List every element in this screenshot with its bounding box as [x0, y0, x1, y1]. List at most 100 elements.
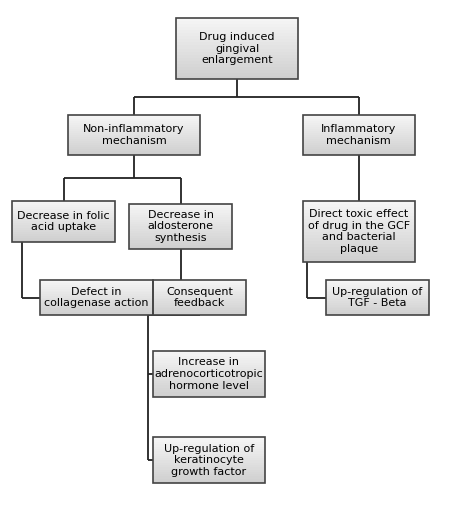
Bar [12, 232, 115, 233]
Bar [12, 215, 115, 217]
Bar [12, 211, 115, 213]
Bar [153, 314, 246, 316]
Bar [176, 54, 298, 58]
Bar [302, 247, 415, 250]
Bar [153, 465, 265, 467]
Bar [153, 376, 265, 378]
Bar [129, 231, 232, 233]
Bar [12, 219, 115, 222]
Bar [12, 240, 115, 242]
Bar [129, 222, 232, 224]
Bar [153, 290, 246, 292]
Bar [302, 139, 415, 141]
Bar [153, 305, 246, 306]
Bar [12, 226, 115, 228]
Bar [176, 76, 298, 79]
Bar [302, 237, 415, 241]
Bar [68, 135, 200, 137]
Bar [68, 123, 200, 125]
Bar [153, 472, 265, 474]
Bar [68, 125, 200, 127]
Bar [302, 129, 415, 131]
Bar [153, 301, 246, 303]
Bar [153, 365, 265, 367]
Bar [302, 256, 415, 259]
Bar [176, 36, 298, 40]
Bar [302, 226, 415, 229]
Bar [326, 300, 429, 301]
Bar [129, 233, 232, 235]
Bar [68, 139, 200, 141]
Bar [12, 230, 115, 232]
Text: Decrease in
aldosterone
synthesis: Decrease in aldosterone synthesis [148, 210, 214, 243]
Text: Consequent
feedback: Consequent feedback [166, 287, 233, 308]
Bar [40, 282, 153, 283]
Bar [176, 21, 298, 24]
Bar [68, 137, 200, 139]
Bar [40, 305, 153, 306]
Bar [153, 351, 265, 353]
Bar [12, 235, 115, 237]
Bar [176, 18, 298, 21]
Text: Decrease in folic
acid uptake: Decrease in folic acid uptake [18, 211, 110, 232]
Bar [153, 456, 265, 458]
Bar [68, 127, 200, 129]
Bar [302, 216, 415, 219]
Bar [153, 372, 265, 374]
Bar [302, 123, 415, 125]
Bar [12, 224, 115, 226]
Bar [40, 287, 153, 289]
Bar [302, 232, 415, 234]
Bar [12, 201, 115, 203]
Bar [68, 131, 200, 133]
Bar [176, 40, 298, 43]
Bar [153, 442, 265, 445]
Bar [326, 305, 429, 306]
Bar [40, 300, 153, 301]
Bar [40, 301, 153, 303]
Bar [129, 224, 232, 227]
Bar [302, 119, 415, 121]
Text: Up-regulation of
TGF - Beta: Up-regulation of TGF - Beta [332, 287, 423, 308]
Bar [153, 383, 265, 386]
Bar [302, 259, 415, 262]
Bar [40, 290, 153, 292]
Bar [68, 119, 200, 121]
Bar [153, 447, 265, 449]
Bar [40, 308, 153, 310]
Bar [68, 141, 200, 143]
Bar [129, 208, 232, 210]
Bar [129, 240, 232, 243]
Bar [68, 121, 200, 123]
Bar [326, 282, 429, 283]
Text: Non-inflammatory
mechanism: Non-inflammatory mechanism [83, 124, 185, 146]
Bar [40, 296, 153, 298]
Bar [153, 306, 246, 308]
Bar [68, 129, 200, 131]
Bar [153, 356, 265, 358]
Text: Up-regulation of
keratinocyte
growth factor: Up-regulation of keratinocyte growth fac… [164, 444, 254, 477]
Bar [326, 292, 429, 294]
Bar [153, 449, 265, 451]
Bar [302, 143, 415, 145]
Bar [176, 33, 298, 36]
Bar [153, 294, 246, 296]
Bar [326, 306, 429, 308]
Bar [326, 310, 429, 312]
Bar [153, 437, 265, 440]
Bar [129, 229, 232, 231]
Bar [153, 453, 265, 456]
Bar [153, 474, 265, 476]
Bar [302, 241, 415, 244]
Bar [129, 238, 232, 240]
Bar [68, 133, 200, 135]
Text: Increase in
adrenocorticotropic
hormone level: Increase in adrenocorticotropic hormone … [155, 357, 263, 391]
Bar [153, 392, 265, 395]
Bar [40, 298, 153, 300]
Text: Defect in
collagenase action: Defect in collagenase action [44, 287, 149, 308]
Bar [302, 207, 415, 210]
Bar [129, 243, 232, 245]
Bar [326, 296, 429, 298]
Bar [153, 287, 246, 289]
Bar [68, 153, 200, 155]
